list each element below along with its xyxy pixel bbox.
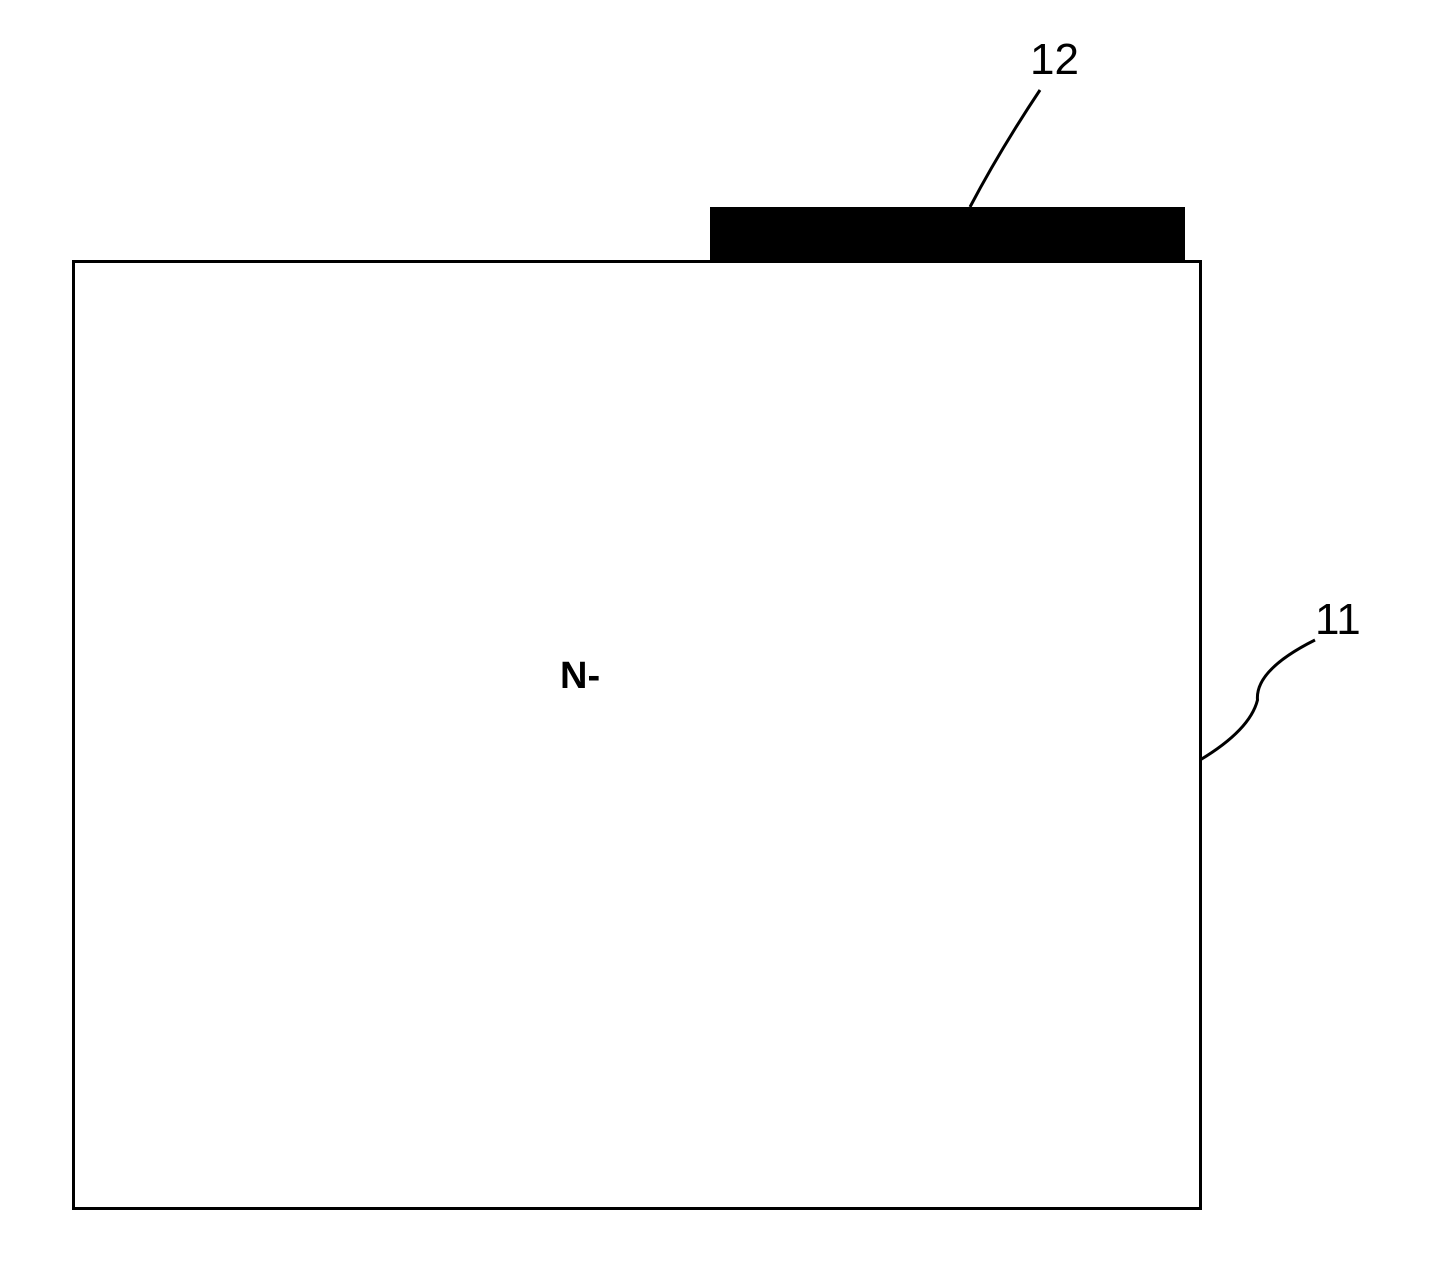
- callout-11-label: 11: [1315, 595, 1361, 645]
- callout-12-label: 12: [1030, 35, 1079, 85]
- diagram-container: N- 12 11: [0, 0, 1455, 1272]
- top-layer-region: [710, 207, 1185, 263]
- substrate-region: [72, 260, 1202, 1210]
- substrate-label: N-: [560, 655, 600, 698]
